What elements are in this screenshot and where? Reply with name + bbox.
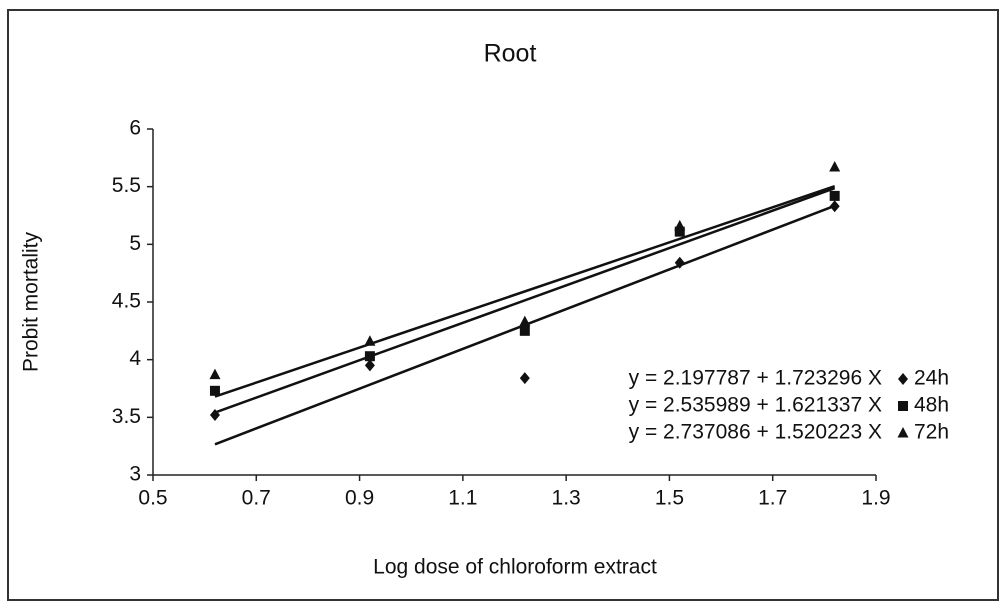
marker-diamond [364, 359, 375, 372]
chart-frame [7, 9, 999, 601]
y-tick-label: 3 [129, 463, 141, 486]
y-tick-label: 4.5 [112, 290, 141, 313]
legend-label: 24h [914, 367, 949, 390]
x-tick-label: 1.3 [552, 487, 581, 510]
marker-triangle [829, 161, 841, 172]
y-tick-label: 5 [129, 232, 141, 255]
y-tick-label: 4 [129, 347, 141, 370]
marker-square [829, 190, 840, 201]
marker-square [519, 325, 530, 336]
legend-label: 72h [914, 421, 949, 444]
marker-square [674, 226, 685, 237]
marker-square [364, 351, 375, 362]
marker-diamond [674, 256, 685, 269]
marker-diamond [519, 372, 530, 385]
y-tick-label: 3.5 [112, 405, 141, 428]
marker-triangle [897, 427, 909, 438]
marker-triangle [674, 219, 686, 231]
chart-title: Root [484, 40, 537, 68]
x-axis-label: Log dose of chloroform extract [373, 556, 657, 579]
fit-line [214, 187, 836, 414]
x-tick-label: 1.7 [758, 487, 787, 510]
marker-diamond [829, 200, 840, 213]
y-axis-label: Probit mortality [20, 231, 43, 372]
legend-equation: y = 2.737086 + 1.520223 X [629, 421, 882, 444]
legend-equation: y = 2.197787 + 1.723296 X [629, 367, 882, 390]
y-tick-label: 6 [129, 117, 141, 140]
x-tick-label: 1.9 [861, 487, 890, 510]
marker-triangle [209, 368, 221, 380]
x-tick-label: 0.9 [345, 487, 374, 510]
marker-diamond [898, 373, 908, 385]
marker-triangle [519, 315, 531, 327]
marker-square [898, 401, 908, 411]
x-tick-label: 0.5 [138, 487, 167, 510]
x-tick-label: 0.7 [242, 487, 271, 510]
legend-equation: y = 2.535989 + 1.621337 X [629, 394, 882, 417]
x-tick-label: 1.5 [655, 487, 684, 510]
fit-line [214, 185, 836, 398]
marker-square [209, 385, 220, 396]
marker-triangle [364, 335, 376, 346]
x-tick-label: 1.1 [448, 487, 477, 510]
y-tick-label: 5.5 [112, 174, 141, 197]
legend-label: 48h [914, 394, 949, 417]
